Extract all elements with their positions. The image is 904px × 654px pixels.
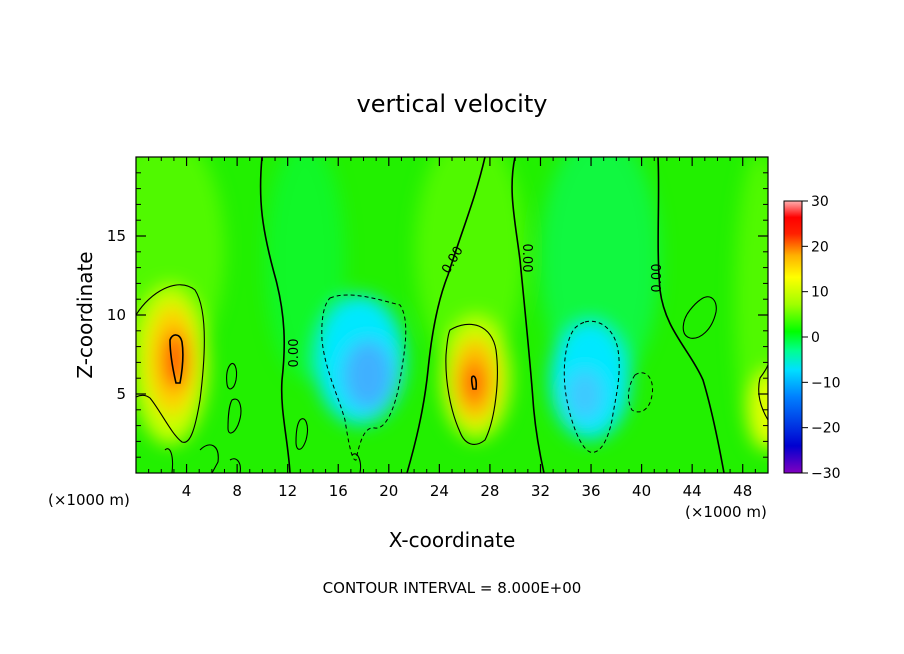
heatmap-field: 0.00 0.00 0.00 0.00 — [136, 157, 768, 473]
x-tick-label: 8 — [232, 482, 242, 500]
heat-blob — [343, 340, 393, 410]
heat-blob — [567, 370, 603, 420]
colorbar-tick-label: −10 — [811, 375, 841, 391]
y-tick-label: 10 — [107, 306, 126, 324]
y-tick-label: 5 — [116, 385, 126, 403]
contour-line — [445, 323, 498, 445]
colorbar-axis: 30 20 10 0 −10 −20 −30 — [802, 194, 841, 482]
contour-line — [164, 448, 174, 473]
contour-line — [169, 334, 184, 384]
colorbar-tick-label: 20 — [811, 239, 829, 255]
x-tick-label: 48 — [733, 482, 752, 500]
y-axis-label: Z-coordinate — [73, 251, 97, 378]
y-axis: 5 10 15 — [107, 172, 768, 458]
contour-line — [351, 453, 362, 473]
contour-line — [259, 157, 291, 473]
contour-line — [227, 398, 242, 434]
x-unit-left: (×1000 m) — [48, 491, 130, 509]
heat-blob — [748, 370, 768, 450]
contour-line — [136, 284, 205, 443]
contour-line — [563, 320, 620, 453]
colorbar-tick-label: 10 — [811, 285, 829, 301]
x-axis: 4 8 12 16 20 24 28 32 36 40 44 48 — [148, 157, 756, 500]
colorbar-tick-label: 0 — [811, 330, 820, 346]
x-tick-label: 44 — [683, 482, 702, 500]
contour-line — [229, 458, 241, 473]
x-tick-label: 24 — [430, 482, 449, 500]
contour-line — [470, 375, 478, 390]
x-tick-label: 12 — [278, 482, 297, 500]
contour-line — [627, 372, 654, 413]
x-tick-label: 20 — [379, 482, 398, 500]
colorbar-tick-label: −30 — [811, 466, 841, 482]
contour-line — [657, 157, 725, 473]
colorbar-tick-label: 30 — [811, 194, 829, 210]
contour-line — [295, 418, 309, 450]
x-tick-label: 28 — [480, 482, 499, 500]
x-tick-label: 32 — [531, 482, 550, 500]
contour-line — [199, 444, 219, 473]
x-axis-label: X-coordinate — [389, 528, 516, 552]
x-tick-label: 40 — [632, 482, 651, 500]
contour-line — [226, 362, 238, 390]
x-tick-label: 16 — [329, 482, 348, 500]
contour-label: 0.00 — [519, 244, 534, 273]
colorbar — [783, 200, 803, 474]
x-tick-label: 36 — [581, 482, 600, 500]
heat-blob — [415, 157, 525, 370]
contour-line — [758, 364, 768, 422]
contour-line — [511, 157, 545, 473]
colorbar-tick-label: −20 — [811, 421, 841, 437]
x-unit-right: (×1000 m) — [685, 503, 767, 521]
y-tick-label: 15 — [107, 227, 126, 245]
contour-line — [321, 294, 407, 461]
contour-line — [406, 157, 486, 473]
chart-title: vertical velocity — [357, 90, 548, 118]
contour-label: 0.00 — [650, 264, 665, 293]
contour-interval-note: CONTOUR INTERVAL = 8.000E+00 — [323, 579, 582, 597]
heat-blob — [463, 361, 485, 405]
contour-line — [682, 296, 717, 339]
contour-label: 0.00 — [287, 339, 302, 368]
x-tick-label: 4 — [182, 482, 192, 500]
